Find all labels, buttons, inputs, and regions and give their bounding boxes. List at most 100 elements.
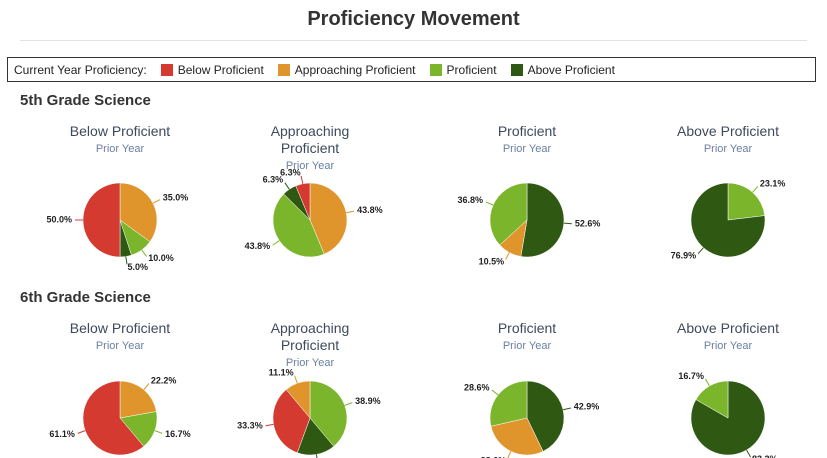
section-title: 6th Grade Science [20, 289, 151, 306]
data-label: 10.5% [479, 257, 505, 267]
legend-item: Approaching Proficient [277, 62, 416, 77]
leader-line [143, 383, 150, 390]
legend-swatch [429, 63, 442, 76]
pie-slice [119, 380, 157, 419]
data-label: 28.6% [481, 456, 507, 458]
chart-header: Below Proficient Prior Year [50, 320, 190, 352]
chart-title: Proficient [497, 123, 557, 139]
data-label: 28.6% [464, 382, 490, 392]
pie-slice [272, 193, 325, 258]
pie-slice [489, 380, 528, 427]
chart-subtitle: Prior Year [703, 143, 753, 155]
legend-label: Current Year Proficiency: [14, 62, 147, 77]
pie-slice [272, 389, 311, 454]
chart-title: Proficient [497, 320, 557, 336]
data-label: 6.3% [263, 175, 284, 185]
chart-title: Below Proficient [69, 123, 171, 139]
leader-line [300, 175, 304, 184]
leader-line [141, 249, 147, 257]
pie-slice [489, 182, 528, 246]
pie-slice [295, 182, 311, 221]
chart-header: Below Proficient Prior Year [50, 123, 190, 155]
leader-line [346, 210, 355, 214]
data-label: 36.8% [458, 195, 484, 205]
pie-slice [119, 182, 158, 243]
leader-line [505, 252, 510, 260]
leader-line [315, 454, 318, 458]
data-label: 52.6% [575, 218, 601, 228]
data-label: 76.9% [671, 250, 697, 260]
chart-title: Above Proficient [677, 320, 779, 336]
chart-subtitle: Prior Year [502, 340, 552, 352]
leader-line [507, 451, 512, 458]
leader-line [563, 222, 572, 225]
leader-line [344, 402, 353, 406]
pie-slice [520, 182, 565, 258]
chart-header: Above Proficient Prior Year [658, 320, 798, 352]
chart-header: Proficient Prior Year [457, 123, 597, 155]
data-label: 11.1% [269, 367, 294, 377]
data-label: 50.0% [46, 214, 72, 224]
legend-text: Below Proficient [177, 62, 264, 77]
legend-text: Approaching Proficient [294, 62, 416, 77]
chart-header: Approaching Proficient Prior Year [240, 123, 380, 172]
data-label: 16.7% [678, 371, 704, 381]
leader-line [284, 182, 290, 190]
pie-slice [309, 182, 348, 255]
pie-slice [690, 182, 766, 258]
data-label: 43.8% [357, 205, 383, 215]
leader-line [562, 407, 571, 411]
legend-item: Below Proficient [160, 62, 264, 77]
data-label: 6.3% [280, 167, 301, 177]
leader-line [485, 201, 494, 206]
pie-slice [285, 380, 311, 419]
legend-swatch [510, 63, 523, 76]
chart-title: Approaching Proficient [270, 123, 350, 156]
data-label: 42.9% [574, 402, 600, 412]
legend-text: Above Proficient [527, 62, 615, 77]
pie-slice [490, 417, 544, 456]
data-label: 10.0% [148, 253, 174, 263]
data-label: 23.1% [760, 178, 786, 188]
legend-item: Above Proficient [510, 62, 615, 77]
legend-text: Proficient [446, 62, 497, 77]
leader-line [705, 378, 710, 387]
leader-line [752, 186, 759, 193]
pie-slice [309, 380, 348, 447]
leader-line [154, 430, 163, 434]
page-title: Proficiency Movement [307, 8, 520, 30]
chart-subtitle: Prior Year [285, 160, 335, 172]
leader-line [125, 256, 128, 265]
chart-subtitle: Prior Year [703, 340, 753, 352]
pie-slice [727, 182, 766, 221]
pie-slice [82, 380, 145, 456]
leader-line [272, 240, 280, 246]
pie-slice [82, 182, 121, 258]
leader-line [491, 389, 499, 396]
data-label: 22.2% [151, 376, 177, 386]
chart-header: Proficient Prior Year [457, 320, 597, 352]
leader-line [265, 423, 274, 427]
chart-title: Above Proficient [677, 123, 779, 139]
leader-line [697, 247, 704, 254]
legend-item: Proficient [429, 62, 497, 77]
legend-swatch [277, 63, 290, 76]
data-label: 33.3% [237, 421, 263, 431]
legend-swatch [160, 63, 173, 76]
chart-subtitle: Prior Year [285, 357, 335, 369]
chart-title: Below Proficient [69, 320, 171, 336]
chart-subtitle: Prior Year [95, 340, 145, 352]
chart-subtitle: Prior Year [95, 143, 145, 155]
data-label: 43.8% [245, 241, 271, 251]
data-label: 38.9% [355, 396, 381, 406]
section-title: 5th Grade Science [20, 92, 151, 109]
leader-line [294, 375, 298, 384]
data-label: 83.3% [752, 454, 778, 458]
legend: Current Year Proficiency: Below Proficien… [7, 57, 816, 82]
data-label: 16.7% [165, 429, 191, 439]
chart-title: Approaching Proficient [270, 320, 350, 353]
data-label: 61.1% [49, 429, 75, 439]
chart-header: Above Proficient Prior Year [658, 123, 798, 155]
